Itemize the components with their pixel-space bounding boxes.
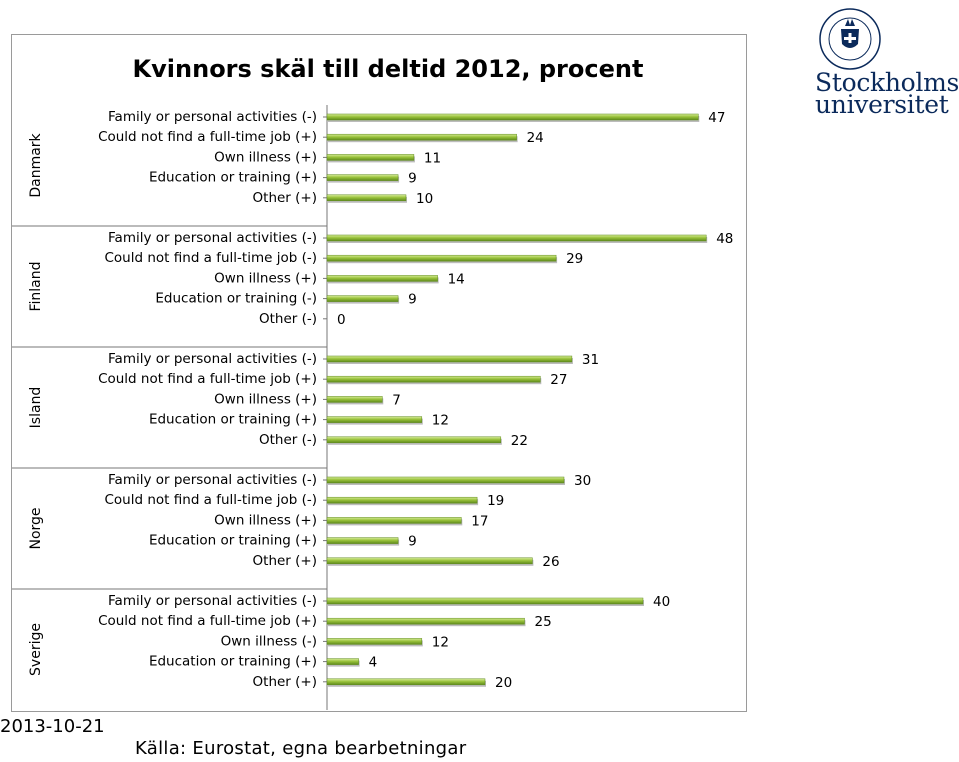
bar [326,194,407,202]
bar [326,234,707,242]
bar [326,517,462,524]
bar [326,416,423,423]
bar [326,537,399,544]
university-name-line2: universitet [815,90,949,119]
category-label: Education or training (+) [149,533,317,549]
data-label: 24 [527,130,544,146]
category-label: Could not find a full-time job (+) [98,129,317,145]
data-label: 12 [432,413,449,429]
data-label: 7 [392,392,401,408]
category-label: Own illness (+) [214,512,317,528]
bar [326,113,699,121]
data-label: 4 [369,655,378,671]
bar [326,496,478,504]
data-label: 14 [448,271,465,287]
category-label: Family or personal activities (-) [108,472,317,488]
category-label: Family or personal activities (-) [108,109,317,125]
university-seal-icon [819,8,881,70]
group-label: Finland [28,261,44,311]
bar [326,597,644,605]
bar [326,174,399,181]
university-name-line1: Stockholms [815,68,959,97]
category-label: Education or training (+) [149,654,317,670]
bar [326,617,525,625]
category-label: Other (+) [253,553,317,569]
data-label: 20 [495,675,512,691]
bar [326,295,399,302]
data-label: 0 [337,312,346,328]
bar [326,355,573,363]
group-label: Norge [28,507,44,549]
category-label: Could not find a full-time job (-) [105,250,318,266]
data-label: 9 [408,534,417,550]
data-label: 17 [471,513,488,529]
category-label: Family or personal activities (-) [108,351,317,367]
bar-chart: Kvinnors skäl till deltid 2012, procent … [12,55,733,710]
category-label: Family or personal activities (-) [108,593,317,609]
footer-date: 2013-10-21 [0,716,105,737]
bar [326,638,423,645]
category-label: Other (-) [259,432,317,448]
bar [326,396,383,403]
category-label: Could not find a full-time job (+) [98,371,317,387]
data-label: 48 [716,231,733,247]
data-label: 31 [582,352,599,368]
data-label: 10 [416,191,433,207]
group-label: Sverige [28,623,44,676]
data-label: 22 [511,433,528,449]
category-label: Education or training (-) [155,291,317,307]
bar [326,436,502,444]
bar [326,154,415,161]
bar [326,678,486,686]
category-label: Could not find a full-time job (+) [98,613,317,629]
university-name: Stockholms universitet [815,68,959,119]
data-label: 25 [535,614,552,630]
category-label: Family or personal activities (-) [108,230,317,246]
category-label: Own illness (+) [214,270,317,286]
category-label: Own illness (+) [214,391,317,407]
chart-body: Danmark Family or personal activities (-)… [12,105,733,710]
data-label: 27 [550,372,567,388]
category-label: Education or training (+) [149,412,317,428]
data-label: 30 [574,473,591,489]
data-label: 29 [566,251,583,267]
data-label: 11 [424,150,441,166]
data-label: 19 [487,493,504,509]
bar [326,275,438,282]
category-label: Own illness (-) [221,633,317,649]
category-label: Could not find a full-time job (-) [105,492,318,508]
bar [326,658,359,665]
bar [326,557,533,565]
data-label: 47 [708,110,725,126]
category-label: Other (-) [259,311,317,327]
group-label: Island [28,387,44,429]
category-label: Other (+) [253,674,317,690]
chart-frame: Kvinnors skäl till deltid 2012, procent … [11,34,747,712]
bar [326,254,557,262]
data-label: 9 [408,171,417,187]
category-label: Other (+) [253,190,317,206]
group-label: Danmark [28,132,44,197]
bar [326,476,565,484]
data-label: 40 [653,594,670,610]
bar [326,133,517,141]
category-label: Education or training (+) [149,170,317,186]
chart-title: Kvinnors skäl till deltid 2012, procent [133,55,644,83]
footer-source: Källa: Eurostat, egna bearbetningar [135,738,467,759]
bar [326,375,541,383]
data-label: 26 [542,554,559,570]
category-label: Own illness (+) [214,149,317,165]
data-label: 9 [408,292,417,308]
data-label: 12 [432,634,449,650]
